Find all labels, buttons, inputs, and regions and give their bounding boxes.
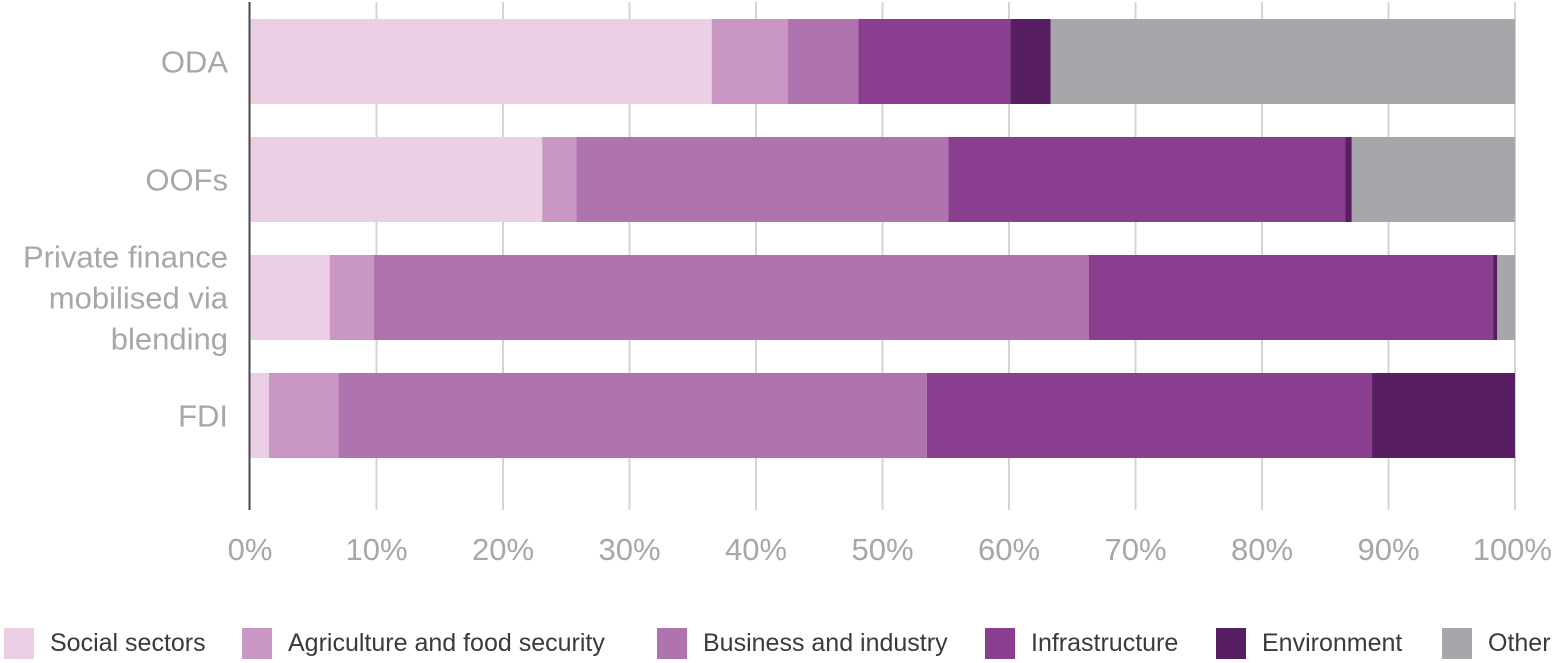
legend: Social sectors Agriculture and food secur… (4, 628, 1551, 659)
category-label: blending (111, 322, 228, 357)
legend-swatch (242, 628, 272, 659)
bar-segment (1345, 137, 1352, 222)
legend-swatch (1216, 628, 1246, 659)
category-label: mobilised via (49, 281, 229, 316)
legend-label: Business and industry (703, 629, 948, 657)
bar-segment (1493, 255, 1498, 340)
x-tick-label: 60% (978, 532, 1040, 567)
x-tick-label: 40% (725, 532, 787, 567)
legend-label: Other (1488, 629, 1551, 657)
category-label: FDI (178, 399, 228, 434)
legend-label: Infrastructure (1031, 629, 1178, 657)
x-tick-labels: 0% 10% 20% 30% 40% 50% 60% 70% 80% 90% 100% (228, 532, 1552, 567)
legend-label: Environment (1262, 629, 1402, 657)
x-tick-label: 100% (1473, 532, 1552, 567)
bar-segment (787, 19, 859, 104)
category-label: Private finance (23, 240, 228, 275)
bar-segment (250, 137, 543, 222)
bar-segment (1372, 373, 1515, 458)
legend-label: Agriculture and food security (288, 629, 605, 657)
bar-segment (576, 137, 949, 222)
x-tick-label: 90% (1357, 532, 1419, 567)
category-label: ODA (161, 45, 229, 80)
category-label: OOFs (145, 163, 228, 198)
x-tick-label: 70% (1104, 532, 1166, 567)
x-tick-label: 20% (472, 532, 534, 567)
bar-segment (1050, 19, 1515, 104)
bar-segment (1351, 137, 1515, 222)
legend-swatch (657, 628, 687, 659)
bar-segment (250, 19, 712, 104)
bar-segment (1497, 255, 1515, 340)
x-tick-label: 10% (345, 532, 407, 567)
x-tick-label: 30% (598, 532, 660, 567)
x-tick-label: 0% (228, 532, 273, 567)
bar-segment (1088, 255, 1494, 340)
bar-segment (329, 255, 374, 340)
bar-segment (542, 137, 577, 222)
bar-segment (373, 255, 1089, 340)
legend-swatch (985, 628, 1015, 659)
bar-segment (926, 373, 1373, 458)
bar-segment (250, 373, 269, 458)
bar-segment (711, 19, 788, 104)
bar-segment (250, 255, 330, 340)
legend-swatch (1442, 628, 1472, 659)
legend-label: Social sectors (50, 629, 206, 657)
bar-segment (948, 137, 1346, 222)
category-labels: ODA OOFs Private finance mobilised via blend… (23, 45, 229, 434)
bar-segment (858, 19, 1011, 104)
bar-segment (338, 373, 927, 458)
bar-segment (268, 373, 339, 458)
bar-segment (1010, 19, 1051, 104)
x-tick-label: 80% (1231, 532, 1293, 567)
legend-swatch (4, 628, 34, 659)
bars (250, 19, 1515, 458)
x-tick-label: 50% (851, 532, 913, 567)
